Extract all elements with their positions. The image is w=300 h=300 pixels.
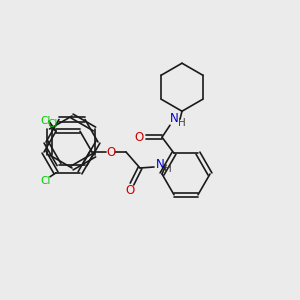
Text: N: N <box>156 158 164 170</box>
Text: O: O <box>134 131 144 144</box>
Text: N: N <box>169 112 178 125</box>
Text: H: H <box>164 164 172 174</box>
Text: H: H <box>178 118 186 128</box>
Text: O: O <box>106 146 116 158</box>
Text: O: O <box>125 184 135 197</box>
Text: Cl: Cl <box>48 119 58 129</box>
Text: Cl: Cl <box>41 116 51 126</box>
Text: Cl: Cl <box>41 176 51 186</box>
